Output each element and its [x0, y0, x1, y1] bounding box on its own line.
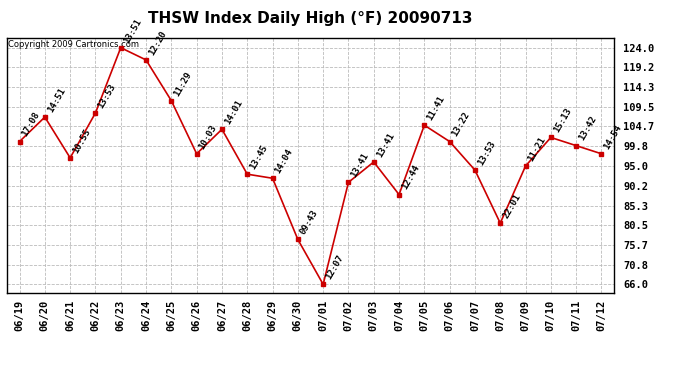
- Text: 14:01: 14:01: [223, 98, 244, 126]
- Text: 22:01: 22:01: [501, 192, 522, 220]
- Text: 15:13: 15:13: [552, 106, 573, 134]
- Text: 14:51: 14:51: [46, 86, 67, 114]
- Text: 13:42: 13:42: [577, 115, 598, 142]
- Text: 17:08: 17:08: [21, 111, 41, 138]
- Text: THSW Index Daily High (°F) 20090713: THSW Index Daily High (°F) 20090713: [148, 11, 473, 26]
- Text: 13:22: 13:22: [451, 111, 472, 138]
- Text: 12:07: 12:07: [324, 254, 345, 281]
- Text: 14:04: 14:04: [273, 147, 295, 175]
- Text: 13:41: 13:41: [375, 131, 396, 159]
- Text: 09:43: 09:43: [299, 209, 320, 236]
- Text: 10:55: 10:55: [71, 127, 92, 155]
- Text: 11:21: 11:21: [526, 135, 548, 163]
- Text: 14:54: 14:54: [602, 123, 624, 151]
- Text: 10:03: 10:03: [197, 123, 219, 151]
- Text: 11:29: 11:29: [172, 70, 193, 98]
- Text: 13:45: 13:45: [248, 143, 269, 171]
- Text: 13:51: 13:51: [121, 17, 143, 45]
- Text: 12:20: 12:20: [147, 29, 168, 57]
- Text: Copyright 2009 Cartronics.com: Copyright 2009 Cartronics.com: [8, 40, 139, 49]
- Text: 13:53: 13:53: [97, 82, 117, 110]
- Text: 13:41: 13:41: [349, 152, 371, 179]
- Text: 12:44: 12:44: [400, 164, 421, 191]
- Text: 11:41: 11:41: [425, 94, 446, 122]
- Text: 13:53: 13:53: [476, 139, 497, 167]
